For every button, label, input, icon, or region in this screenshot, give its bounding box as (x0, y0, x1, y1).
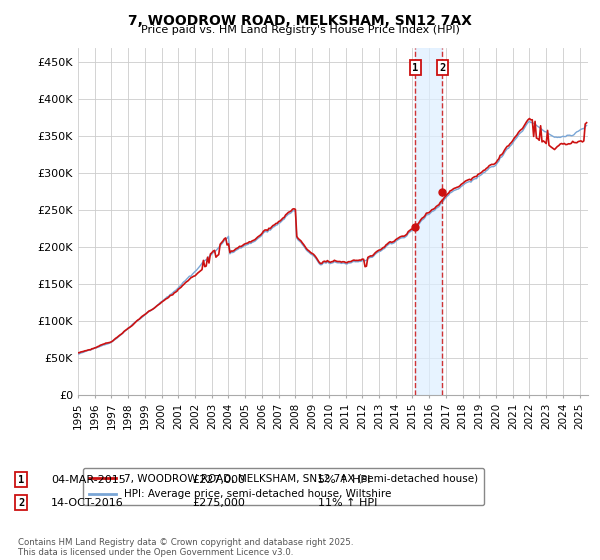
Text: 1: 1 (18, 475, 24, 485)
Text: 04-MAR-2015: 04-MAR-2015 (51, 475, 126, 485)
Bar (415, 48, 442, 395)
Text: Contains HM Land Registry data © Crown copyright and database right 2025.
This d: Contains HM Land Registry data © Crown c… (18, 538, 353, 557)
Text: 1: 1 (412, 63, 418, 73)
Legend: 7, WOODROW ROAD, MELKSHAM, SN12 7AX (semi-detached house), HPI: Average price, s: 7, WOODROW ROAD, MELKSHAM, SN12 7AX (sem… (83, 468, 484, 506)
Text: 14-OCT-2016: 14-OCT-2016 (51, 498, 124, 508)
Text: 5% ↑ HPI: 5% ↑ HPI (318, 475, 370, 485)
Text: £275,000: £275,000 (192, 498, 245, 508)
Text: 11% ↑ HPI: 11% ↑ HPI (318, 498, 377, 508)
Text: Price paid vs. HM Land Registry's House Price Index (HPI): Price paid vs. HM Land Registry's House … (140, 25, 460, 35)
Text: 7, WOODROW ROAD, MELKSHAM, SN12 7AX: 7, WOODROW ROAD, MELKSHAM, SN12 7AX (128, 14, 472, 28)
Text: 2: 2 (18, 498, 24, 508)
Text: 2: 2 (439, 63, 445, 73)
Text: £227,000: £227,000 (192, 475, 245, 485)
